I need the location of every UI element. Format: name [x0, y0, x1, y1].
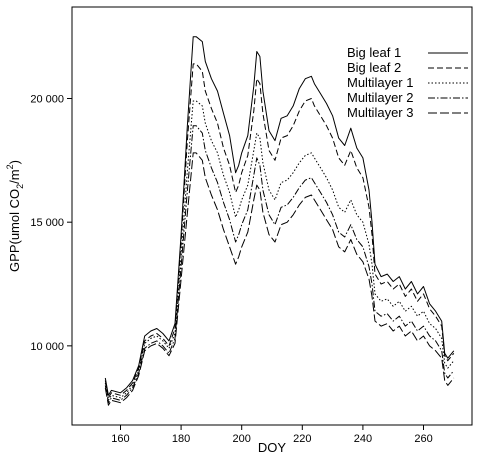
legend-label: Big leaf 2	[347, 60, 401, 75]
legend-label: Multilayer 2	[347, 90, 413, 105]
x-tick-label: 260	[414, 433, 432, 445]
series-layer	[104, 36, 455, 406]
x-tick-label: 180	[172, 433, 190, 445]
x-axis-ticks: 160 180 200 220 240 260	[111, 425, 433, 445]
y-tick-label: 15 000	[30, 217, 64, 229]
series-line-2	[104, 63, 455, 399]
y-axis-ticks: 10 000 15 000 20 000	[30, 94, 72, 353]
legend-label: Multilayer 1	[347, 75, 413, 90]
y-tick-label: 20 000	[30, 94, 64, 106]
plot-frame	[71, 6, 473, 426]
series-line-5	[104, 152, 455, 406]
series-line-4	[104, 125, 455, 404]
x-tick-label: 200	[233, 433, 251, 445]
legend-label: Big leaf 1	[347, 45, 401, 60]
x-tick-label: 160	[111, 433, 129, 445]
x-tick-label: 220	[293, 433, 311, 445]
y-tick-label: 10 000	[30, 341, 64, 353]
series-line-3	[104, 100, 455, 401]
x-axis-label: DOY	[258, 440, 287, 455]
legend-label: Multilayer 3	[347, 105, 413, 120]
x-tick-label: 240	[354, 433, 372, 445]
series-line-1	[104, 36, 455, 396]
y-axis-label: GPP(umol CO2/m2)	[5, 160, 25, 272]
